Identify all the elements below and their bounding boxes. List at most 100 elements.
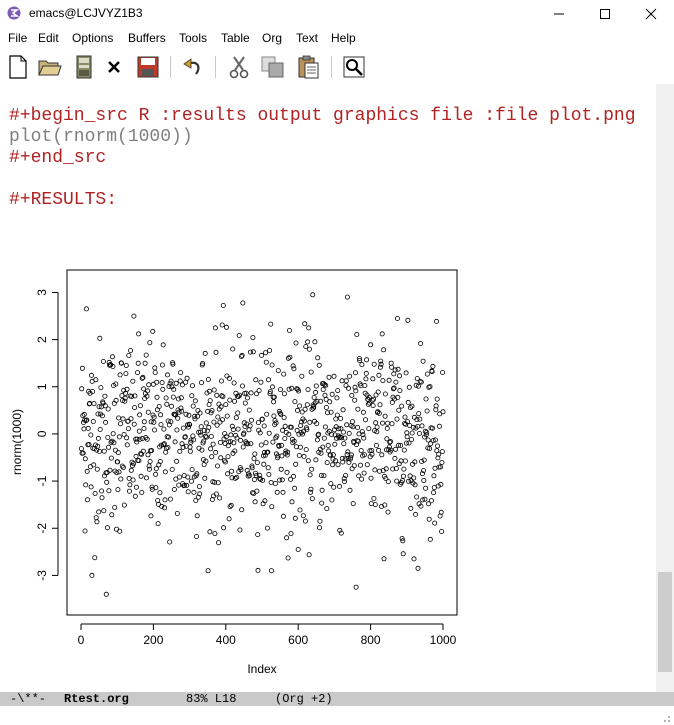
data-point [394, 416, 400, 422]
data-point [319, 487, 325, 493]
data-point [178, 405, 184, 411]
data-point [420, 468, 426, 474]
data-point [304, 402, 310, 408]
data-point [81, 411, 87, 417]
data-point [357, 358, 363, 364]
data-point [206, 388, 212, 394]
data-point [198, 380, 204, 386]
data-point [217, 439, 223, 445]
undo-button[interactable] [180, 54, 206, 80]
data-point [408, 437, 414, 443]
editor-buffer[interactable]: #+begin_src R :results output graphics f… [0, 84, 656, 692]
title-bar[interactable]: emacs@LCJVYZ1B3 [0, 0, 674, 28]
data-point [279, 453, 285, 459]
menu-tools[interactable]: Tools [179, 31, 208, 45]
copy-button[interactable] [260, 54, 286, 80]
data-point [358, 448, 364, 454]
data-point [113, 381, 119, 387]
menu-org[interactable]: Org [262, 31, 283, 45]
save-button[interactable] [71, 54, 97, 80]
menu-help[interactable]: Help [331, 31, 356, 45]
menu-file[interactable]: File [8, 31, 28, 45]
maximize-button[interactable] [582, 0, 628, 28]
data-point [206, 402, 212, 408]
undo-icon [183, 58, 200, 75]
data-point [382, 391, 388, 397]
data-point [123, 363, 129, 369]
scrollbar-thumb[interactable] [658, 572, 672, 672]
data-point [389, 399, 395, 405]
code-begin-src[interactable]: #+begin_src R :results output graphics f… [9, 106, 636, 126]
data-point [166, 383, 172, 389]
data-point [400, 538, 406, 544]
data-point [171, 386, 177, 392]
data-point [90, 418, 96, 424]
y-tick-label: 1 [35, 383, 49, 390]
data-point [89, 372, 95, 378]
data-point [278, 411, 284, 417]
data-point [400, 473, 406, 479]
code-plot[interactable]: plot(rnorm(1000)) [9, 127, 193, 147]
data-point [202, 433, 208, 439]
data-point [318, 398, 324, 404]
echo-area[interactable] [0, 706, 674, 725]
data-point [428, 498, 434, 504]
close-buffer-button[interactable] [101, 54, 127, 80]
minimize-button[interactable] [536, 0, 582, 28]
data-point [209, 496, 215, 502]
open-folder-icon [38, 60, 62, 76]
data-point [282, 435, 288, 441]
data-point [375, 389, 381, 395]
y-tick-label: 2 [35, 336, 49, 343]
data-point [116, 415, 122, 421]
data-point [184, 375, 190, 381]
data-point [270, 439, 276, 445]
data-point [124, 435, 130, 441]
data-point [319, 500, 325, 506]
data-point [407, 405, 413, 411]
vertical-scrollbar[interactable] [656, 84, 674, 692]
open-folder-button[interactable] [37, 54, 63, 80]
close-button[interactable] [628, 0, 674, 28]
data-point [299, 373, 305, 379]
code-end-src[interactable]: #+end_src [9, 148, 107, 168]
data-point [237, 465, 243, 471]
data-point [239, 383, 245, 389]
data-point [312, 339, 318, 345]
data-point [194, 513, 200, 519]
data-point [82, 528, 88, 534]
data-point [89, 572, 95, 578]
data-point [366, 400, 372, 406]
data-point [329, 497, 335, 503]
data-point [356, 473, 362, 479]
menu-options[interactable]: Options [72, 31, 114, 45]
data-point [161, 426, 167, 432]
data-point [368, 475, 374, 481]
paste-button[interactable] [295, 54, 321, 80]
cut-button[interactable] [226, 54, 252, 80]
menu-buffers[interactable]: Buffers [128, 31, 166, 45]
menu-text[interactable]: Text [296, 31, 319, 45]
data-point [239, 507, 245, 513]
data-point [102, 473, 108, 479]
data-point [335, 462, 341, 468]
menu-edit[interactable]: Edit [38, 31, 59, 45]
data-point [412, 482, 418, 488]
data-point [205, 377, 211, 383]
data-point [112, 447, 118, 453]
menu-table[interactable]: Table [221, 31, 250, 45]
data-point [123, 371, 129, 377]
data-point [151, 419, 157, 425]
code-results[interactable]: #+RESULTS: [9, 190, 118, 210]
data-point [191, 489, 197, 495]
data-point [178, 395, 184, 401]
data-point [347, 373, 353, 379]
data-point [426, 516, 432, 522]
search-button[interactable] [341, 54, 367, 80]
new-file-button[interactable] [5, 54, 31, 80]
data-point [399, 403, 405, 409]
data-point [376, 447, 382, 453]
data-point [128, 416, 134, 422]
save-as-button[interactable] [135, 54, 161, 80]
data-point [421, 457, 427, 463]
